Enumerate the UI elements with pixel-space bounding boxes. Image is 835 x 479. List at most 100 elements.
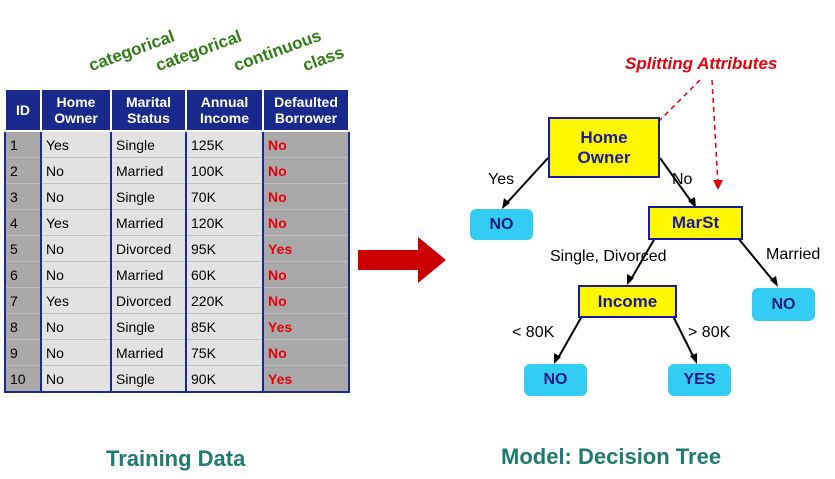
edge-marst-right-head xyxy=(770,276,778,287)
cell-defaulted: No xyxy=(262,261,350,288)
node-home-owner-line1: Home xyxy=(580,127,628,147)
edge-root-yes-head xyxy=(502,198,510,209)
cell-defaulted: No xyxy=(262,131,350,158)
edge-label-less-80k: < 80K xyxy=(512,324,555,341)
cell-annual-income: 120K xyxy=(185,209,264,236)
cell-annual-income: 95K xyxy=(185,235,264,262)
cell-home-owner: No xyxy=(40,183,112,210)
edge-label-greater-80k: > 80K xyxy=(688,324,731,341)
cell-id: 2 xyxy=(4,157,42,184)
cell-id: 6 xyxy=(4,261,42,288)
cell-marital-status: Single xyxy=(110,131,187,158)
header-home-owner: Home Owner xyxy=(40,88,112,132)
leaf-no-home-owner: NO xyxy=(470,209,533,240)
edge-root-yes xyxy=(504,157,549,206)
cell-defaulted: No xyxy=(262,209,350,236)
header-annual-income: Annual Income xyxy=(185,88,264,132)
cell-home-owner: No xyxy=(40,157,112,184)
edge-label-married: Married xyxy=(766,246,821,263)
cell-home-owner: Yes xyxy=(40,287,112,314)
table-row: 1 Yes Single 125K No xyxy=(4,131,350,158)
cell-marital-status: Single xyxy=(110,313,187,340)
edge-marst-right xyxy=(737,237,776,284)
cell-id: 5 xyxy=(4,235,42,262)
training-table: ID Home Owner Marital Status Annual Income … xyxy=(4,88,350,393)
cell-home-owner: No xyxy=(40,339,112,366)
cell-defaulted: Yes xyxy=(262,313,350,340)
cell-id: 3 xyxy=(4,183,42,210)
cell-annual-income: 90K xyxy=(185,365,264,393)
table-row: 8 No Single 85K Yes xyxy=(4,313,350,340)
split-arrowhead-marst xyxy=(713,180,723,190)
cell-annual-income: 220K xyxy=(185,287,264,314)
header-defaulted-borrower: Defaulted Borrower xyxy=(262,88,350,132)
node-home-owner-line2: Owner xyxy=(577,147,631,167)
table-row: 4 Yes Married 120K No xyxy=(4,209,350,236)
table-body: 1 Yes Single 125K No 2 No Married 100K No 3 No Singl… xyxy=(4,131,350,393)
edge-root-no xyxy=(659,157,694,205)
cell-id: 10 xyxy=(4,365,42,393)
split-arrow-home xyxy=(651,79,701,129)
cell-id: 1 xyxy=(4,131,42,158)
cell-annual-income: 70K xyxy=(185,183,264,210)
header-marital-status: Marital Status xyxy=(110,88,187,132)
table-row: 5 No Divorced 95K Yes xyxy=(4,235,350,262)
cell-defaulted: No xyxy=(262,157,350,184)
edge-marst-left xyxy=(629,237,656,282)
node-income: Income xyxy=(578,285,677,318)
node-marst: MarSt xyxy=(648,206,743,240)
table-row: 3 No Single 70K No xyxy=(4,183,350,210)
edge-label-no: No xyxy=(672,171,693,188)
header-id: ID xyxy=(4,88,42,132)
cell-home-owner: No xyxy=(40,235,112,262)
cell-home-owner: No xyxy=(40,313,112,340)
leaf-yes-income: YES xyxy=(668,364,731,396)
cell-defaulted: No xyxy=(262,287,350,314)
edge-income-right-head xyxy=(690,353,697,364)
edge-marst-left-head xyxy=(627,274,634,285)
cell-annual-income: 85K xyxy=(185,313,264,340)
cell-home-owner: No xyxy=(40,261,112,288)
cell-defaulted: Yes xyxy=(262,235,350,262)
cell-marital-status: Divorced xyxy=(110,235,187,262)
cell-defaulted: Yes xyxy=(262,365,350,393)
edge-income-right xyxy=(672,315,696,361)
edge-label-single-divorced: Single, Divorced xyxy=(550,248,667,265)
edge-income-left-head xyxy=(554,353,561,364)
cell-marital-status: Single xyxy=(110,183,187,210)
transform-arrow-icon xyxy=(358,237,446,283)
cell-marital-status: Married xyxy=(110,339,187,366)
edge-label-yes: Yes xyxy=(488,171,515,188)
edge-root-no-head xyxy=(688,197,696,208)
cell-marital-status: Divorced xyxy=(110,287,187,314)
cell-annual-income: 125K xyxy=(185,131,264,158)
cell-marital-status: Single xyxy=(110,365,187,393)
cell-annual-income: 60K xyxy=(185,261,264,288)
table-row: 7 Yes Divorced 220K No xyxy=(4,287,350,314)
leaf-no-married: NO xyxy=(752,288,815,321)
edge-income-left xyxy=(556,315,583,361)
cell-annual-income: 100K xyxy=(185,157,264,184)
splitting-attributes-label: Splitting Attributes xyxy=(625,54,778,73)
cell-id: 7 xyxy=(4,287,42,314)
cell-defaulted: No xyxy=(262,183,350,210)
table-header-row: ID Home Owner Marital Status Annual Income … xyxy=(4,88,350,132)
cell-home-owner: Yes xyxy=(40,209,112,236)
table-row: 2 No Married 100K No xyxy=(4,157,350,184)
table-row: 9 No Married 75K No xyxy=(4,339,350,366)
cell-id: 9 xyxy=(4,339,42,366)
cell-id: 8 xyxy=(4,313,42,340)
cell-marital-status: Married xyxy=(110,157,187,184)
cell-defaulted: No xyxy=(262,339,350,366)
table-row: 10 No Single 90K Yes xyxy=(4,365,350,393)
node-home-owner: Home Owner xyxy=(548,117,660,178)
cell-marital-status: Married xyxy=(110,261,187,288)
split-arrow-marst xyxy=(711,79,719,185)
cell-annual-income: 75K xyxy=(185,339,264,366)
model-caption: Model: Decision Tree xyxy=(501,444,722,469)
cell-id: 4 xyxy=(4,209,42,236)
cell-home-owner: No xyxy=(40,365,112,393)
training-data-caption: Training Data xyxy=(106,446,246,471)
cell-home-owner: Yes xyxy=(40,131,112,158)
